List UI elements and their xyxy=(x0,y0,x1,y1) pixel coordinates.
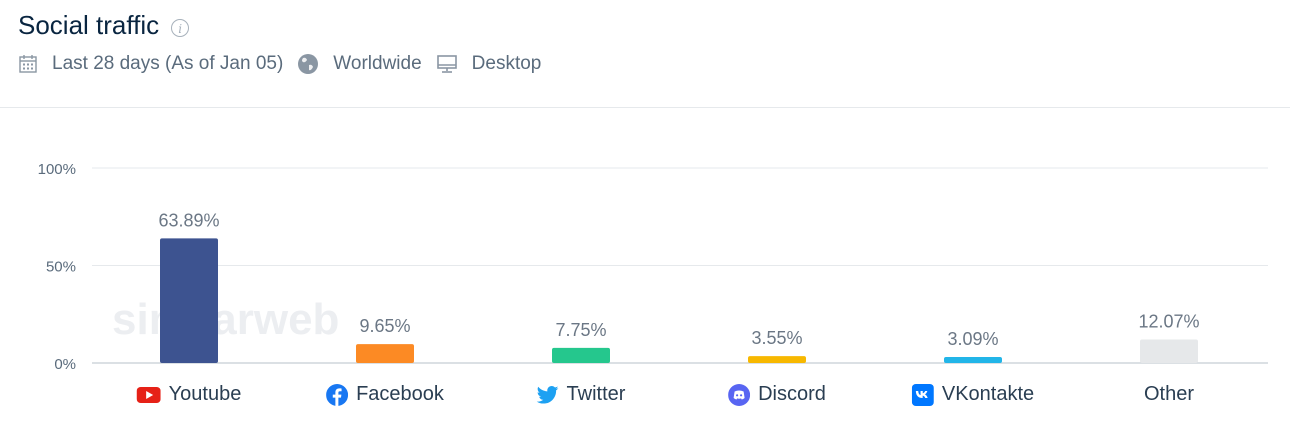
device-label: Desktop xyxy=(471,53,542,74)
date-range-filter[interactable]: Last 28 days (As of Jan 05) xyxy=(18,53,283,75)
chart-header: Social traffic i Last 28 days (As of Jan… xyxy=(18,10,555,75)
data-label: 9.65% xyxy=(359,316,410,336)
category-axis: Youtube Facebook Twitter Discord VKontakte Ot… xyxy=(0,383,1290,413)
category-text: Facebook xyxy=(356,383,444,405)
bar-twitter[interactable] xyxy=(552,347,610,363)
category-label-twitter: Twitter xyxy=(536,383,626,406)
bar-facebook[interactable] xyxy=(356,344,414,363)
data-label: 7.75% xyxy=(555,320,606,340)
bar-other[interactable] xyxy=(1140,339,1198,363)
category-text: VKontakte xyxy=(941,383,1035,405)
vkontakte-icon xyxy=(911,383,934,406)
region-filter[interactable]: Worldwide xyxy=(297,53,422,75)
category-label-discord: Discord xyxy=(728,383,826,406)
y-tick-label: 0% xyxy=(54,356,76,373)
header-divider xyxy=(0,107,1290,108)
data-label: 3.09% xyxy=(947,329,998,349)
desktop-icon xyxy=(436,55,457,73)
category-label-vkontakte: VKontakte xyxy=(911,383,1035,406)
category-text: Other xyxy=(1143,383,1195,405)
date-range-label: Last 28 days (As of Jan 05) xyxy=(52,53,284,74)
bar-youtube[interactable] xyxy=(160,238,218,363)
data-label: 63.89% xyxy=(158,210,219,230)
discord-icon xyxy=(728,383,751,406)
chart-title: Social traffic xyxy=(18,10,160,40)
region-label: Worldwide xyxy=(333,53,422,74)
category-text: Youtube xyxy=(168,383,242,405)
facebook-icon xyxy=(326,383,349,406)
category-text: Discord xyxy=(758,383,826,405)
info-icon[interactable]: i xyxy=(171,18,190,37)
category-label-other: Other xyxy=(1144,383,1194,406)
watermark: similarweb xyxy=(112,295,339,344)
device-filter[interactable]: Desktop xyxy=(436,53,542,75)
calendar-icon xyxy=(19,55,37,73)
data-label: 3.55% xyxy=(751,328,802,348)
globe-icon xyxy=(298,54,319,74)
bar-discord[interactable] xyxy=(748,356,806,363)
y-tick-label: 100% xyxy=(38,161,76,178)
data-label: 12.07% xyxy=(1138,311,1199,331)
bar-vkontakte[interactable] xyxy=(944,356,1002,363)
y-tick-label: 50% xyxy=(46,259,76,276)
category-label-facebook: Facebook xyxy=(326,383,444,406)
youtube-icon xyxy=(136,386,161,404)
category-text: Twitter xyxy=(566,383,626,405)
filter-row: Last 28 days (As of Jan 05) Worldwide De… xyxy=(18,53,555,75)
twitter-icon xyxy=(536,385,559,404)
category-label-youtube: Youtube xyxy=(136,383,242,406)
